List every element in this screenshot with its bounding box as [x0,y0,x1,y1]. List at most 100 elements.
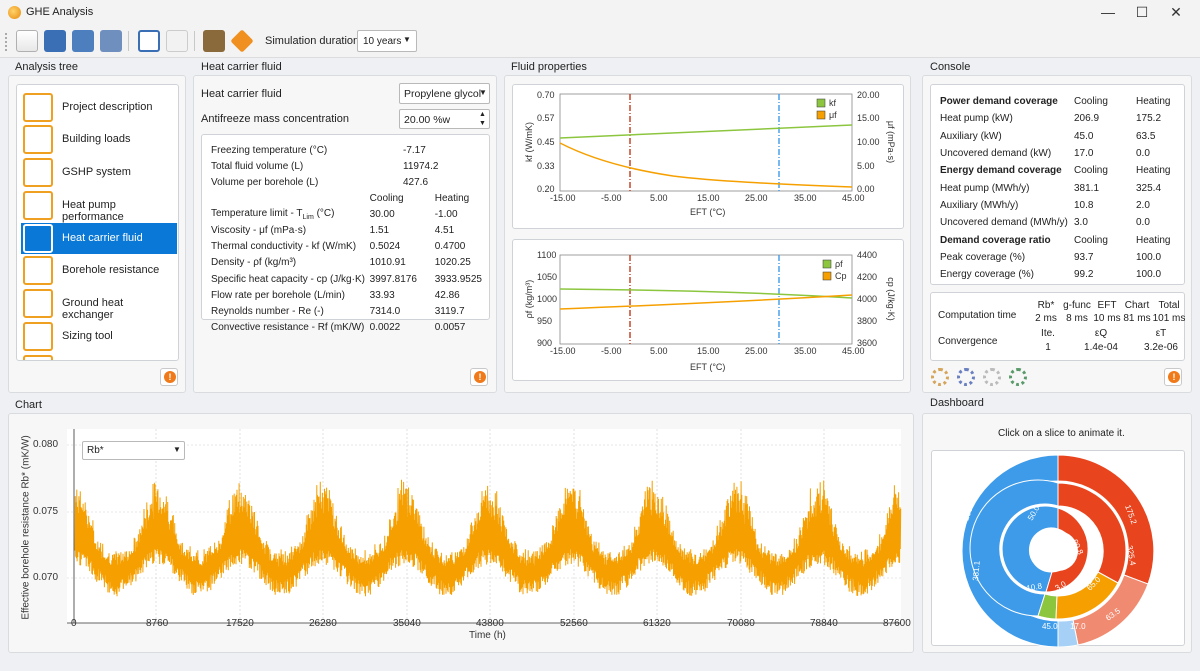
rb-series [74,479,902,597]
gear-icon[interactable] [957,368,975,386]
slice-uncovered[interactable] [1057,619,1079,647]
row-label: Reynolds number - Re (-) [211,305,324,317]
tree-item-ground-heat-exchanger[interactable]: Ground heat exchanger [21,288,177,321]
tree-item-heat-carrier-fluid[interactable]: Heat carrier fluid [21,223,177,254]
energy-header: Energy demand coverage [940,165,1062,177]
save-as-icon[interactable] [100,30,122,52]
gear-icon[interactable] [1009,368,1027,386]
fluid-basic-table: Freezing temperature (°C) -7.17 Total flu… [209,141,459,192]
help-icon[interactable] [166,30,188,52]
convergence-label: Convergence [938,336,998,347]
concentration-input[interactable]: 20.00 %w ▲ ▼ [399,109,490,129]
sunburst-center [1038,531,1078,571]
legend-swatch-rho [822,259,832,269]
warning-button[interactable] [470,368,488,386]
slice-label: 10.8 [1026,581,1043,593]
slice-cooling-mid[interactable] [969,479,1059,617]
export-icon[interactable] [230,29,254,53]
tree-item-sizing-tool[interactable]: Sizing tool [21,321,177,352]
row-heating: 100.0 [1136,269,1162,281]
x-tick: 5.00 [650,346,668,356]
warning-button[interactable] [160,368,178,386]
legend-rho: ρf [835,259,843,269]
prop-label: Total fluid volume (L) [211,160,304,172]
open-folder-icon[interactable] [44,30,66,52]
coverage-box: Power demand coverage Cooling Heating Heat… [930,84,1185,285]
sunburst-box: 206.9 381.1 50.0 83.2 175.2 325.4 53.9 9… [931,450,1186,647]
row-cooling: 17.0 [1074,148,1094,160]
row-cooling: 99.2 [1074,269,1094,281]
x-tick: -5.00 [601,193,622,203]
density-series [559,288,853,299]
fullscreen-icon[interactable] [138,30,160,52]
plot-area [559,254,853,345]
save-icon[interactable] [72,30,94,52]
warning-button[interactable] [1164,368,1182,386]
col-heating: Heating [1136,96,1171,108]
building-icon [23,125,53,154]
row-heating: 1020.25 [434,257,471,269]
x-axis-label: Time (h) [469,630,506,641]
tree-item-label: Sizing tool [62,330,113,342]
x-tick: 43800 [476,618,504,629]
row-heating: 3119.7 [434,305,465,317]
cp-series [559,294,853,310]
legend-kf: kf [829,98,837,108]
tree-item-gshp[interactable]: GSHP system [21,157,177,188]
y-tick: 0.57 [537,113,555,123]
y2-tick: 3800 [857,316,878,326]
comp-val: 101 ms [1152,313,1186,324]
kf-series [559,124,853,139]
separator [194,31,195,51]
y2-tick: 3600 [857,338,878,348]
row-cooling: 1.51 [369,224,390,236]
chart-variable-select[interactable]: Rb* ▼ [82,441,185,460]
y-tick: 1050 [537,272,558,282]
row-cooling: 3.0 [1074,217,1088,229]
y-tick: 0.20 [537,184,555,194]
slice-cooling-inner[interactable] [1001,505,1059,593]
spinner-icon[interactable]: ▲ ▼ [479,111,486,127]
tree-item-building-loads[interactable]: Building loads [21,124,177,155]
comp-val: 10 ms [1093,313,1121,324]
new-file-icon[interactable] [16,30,38,52]
tree-item-borehole-resistance[interactable]: Borehole resistance [21,255,177,286]
row-cooling: 45.0 [1074,130,1094,142]
row-heating: 42.86 [434,289,460,301]
minimize-button[interactable]: — [1101,4,1115,20]
col-cooling: Cooling [1074,234,1108,246]
ghe-icon [23,289,53,318]
ratio-header: Demand coverage ratio [940,234,1051,246]
row-heating: 175.2 [1136,113,1162,125]
prop-value: 427.6 [403,176,429,188]
fluid-select[interactable]: Propylene glycol ▼ [399,83,490,104]
maximize-button[interactable]: ☐ [1135,4,1149,20]
tree-item-label: Project description [62,101,153,113]
gear-icon[interactable] [931,368,949,386]
x-tick: 87600 [883,618,911,629]
edit-icon[interactable] [203,30,225,52]
comp-val: 8 ms [1066,313,1088,324]
tlim-sub: Lim [302,213,314,221]
slice-label: 83.2 [1035,529,1048,547]
tree-item-project[interactable]: Project description [21,92,177,123]
y-tick: 0.080 [33,439,59,450]
x-tick: 35.00 [794,193,817,203]
slice-orange[interactable] [1055,571,1119,620]
fluid-detail-table: Cooling Heating Temperature limit - TLim … [209,189,484,337]
y-tick: 1000 [537,294,558,304]
row-heating: 325.4 [1136,182,1162,194]
gear-icon[interactable] [983,368,1001,386]
close-button[interactable]: ✕ [1170,4,1182,20]
tree-item-heat-pump[interactable]: Heat pump performance [21,190,177,223]
row-label: Specific heat capacity - cp (J/kg·K) [211,273,365,285]
prop-label: Freezing temperature (°C) [211,144,328,156]
y2-tick: 4400 [857,250,878,260]
sunburst-chart[interactable]: 206.9 381.1 50.0 83.2 175.2 325.4 53.9 9… [932,451,1186,647]
row-heating: 0.0 [1136,148,1150,160]
legend-swatch-mu [816,110,826,120]
col-cooling: Cooling [1074,165,1108,177]
duration-value: 10 years [363,36,402,47]
row-cooling: 33.93 [369,289,395,301]
duration-select[interactable]: 10 years ▼ [357,30,417,52]
